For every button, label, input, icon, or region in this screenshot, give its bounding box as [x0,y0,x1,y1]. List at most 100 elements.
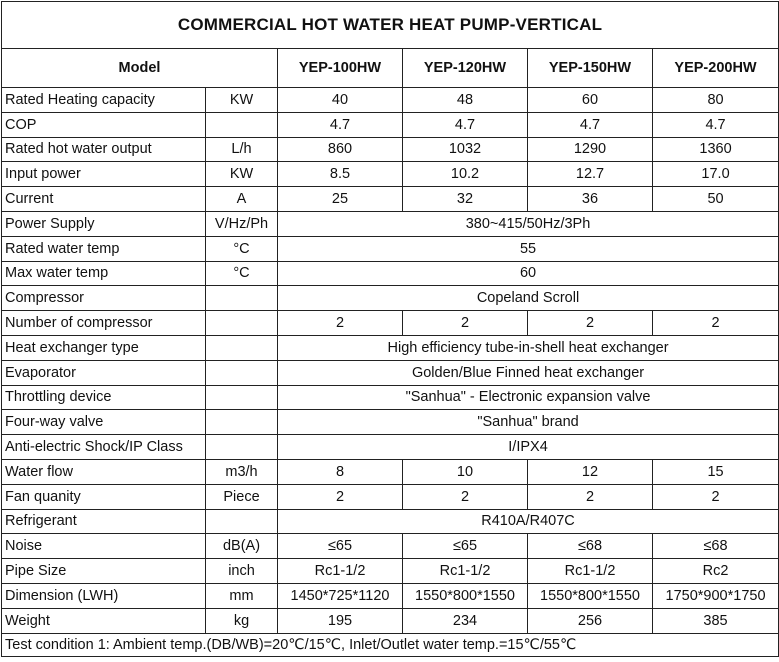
param-value: 40 [277,87,403,113]
table-row: Current A 25 32 36 50 [1,186,779,212]
param-name: Max water temp [1,260,206,287]
param-value: 8 [277,458,403,485]
param-value: ≤68 [651,533,779,560]
table-row: Rated water temp °C 55 [1,235,779,262]
param-unit: Piece [205,483,278,510]
table-row: Input power KW 8.5 10.2 12.7 17.0 [1,161,779,188]
param-value-shared: Golden/Blue Finned heat exchanger [276,359,779,386]
param-unit: °C [205,235,278,262]
model-label: Model [1,48,278,88]
param-value: 1450*725*1120 [277,582,403,609]
table-row: Four-way valve "Sanhua" brand [1,409,779,436]
param-value: 12 [527,458,653,485]
param-unit: KW [205,161,278,188]
param-value: 234 [402,607,528,634]
param-name: Water flow [1,458,206,485]
param-name: Current [1,186,206,212]
table-row: Rated hot water output L/h 860 1032 1290 1360 [1,136,779,163]
param-value: 860 [277,136,403,163]
param-unit: °C [205,260,278,287]
param-unit [205,508,278,535]
param-value: 2 [402,310,528,336]
param-value: 60 [527,87,653,113]
param-value: 256 [527,607,653,634]
footer-row: Test condition 1: Ambient temp.(DB/WB)=2… [0,632,779,657]
table-row: Throttling device "Sanhua" - Electronic e… [1,384,779,411]
param-name: Rated Heating capacity [1,87,206,113]
table-title: COMMERCIAL HOT WATER HEAT PUMP-VERTICAL [0,1,779,49]
model-header: YEP-150HW [527,48,653,88]
param-unit [205,334,278,361]
model-header: YEP-120HW [402,48,528,88]
param-value: ≤65 [277,533,403,560]
param-value: 36 [527,186,653,212]
table-row: Power Supply V/Hz/Ph 380~415/50Hz/3Ph [1,210,779,237]
param-value: 195 [277,607,403,634]
param-value-shared: "Sanhua" brand [276,409,779,436]
param-name: Four-way valve [1,409,206,436]
param-unit: kg [205,607,278,634]
param-value: 2 [651,483,779,510]
table-row: Noise dB(A) ≤65 ≤65 ≤68 ≤68 [1,533,779,560]
table-row: Pipe Size inch Rc1-1/2 Rc1-1/2 Rc1-1/2 Rc2 [1,558,779,584]
param-value-shared: High efficiency tube-in-shell heat excha… [276,334,779,361]
param-value: 1750*900*1750 [651,582,779,609]
param-value: 2 [277,483,403,510]
param-name: Noise [1,533,206,560]
param-unit: L/h [205,136,278,163]
param-value-shared: "Sanhua" - Electronic expansion valve [276,384,779,411]
param-unit: V/Hz/Ph [205,210,278,237]
param-name: Dimension (LWH) [1,582,206,609]
param-value: 2 [277,310,403,336]
param-value: ≤68 [527,533,653,560]
param-unit: m3/h [205,458,278,485]
param-name: Input power [1,161,206,188]
test-condition-note: Test condition 1: Ambient temp.(DB/WB)=2… [0,632,779,657]
table-row: Refrigerant R410A/R407C [1,508,779,535]
param-value: 2 [651,310,779,336]
param-unit [205,384,278,411]
param-value: 4.7 [277,111,403,138]
param-value: 48 [402,87,528,113]
table-row: Number of compressor 2 2 2 2 [1,310,779,336]
table-row: COP 4.7 4.7 4.7 4.7 [1,111,779,138]
param-name: Compressor [1,285,206,312]
param-value: 1032 [402,136,528,163]
param-value: 10 [402,458,528,485]
param-unit [205,434,278,460]
param-value-shared: Copeland Scroll [276,285,779,312]
param-value: 12.7 [527,161,653,188]
table-row: Water flow m3/h 8 10 12 15 [1,458,779,485]
table-row: Heat exchanger type High efficiency tube-… [1,334,779,361]
param-name: COP [1,111,206,138]
param-name: Weight [1,607,206,634]
param-name: Rated hot water output [1,136,206,163]
table-row: Fan quanity Piece 2 2 2 2 [1,483,779,510]
param-name: Throttling device [1,384,206,411]
param-unit: KW [205,87,278,113]
param-value: 1550*800*1550 [527,582,653,609]
param-value: 1290 [527,136,653,163]
param-name: Pipe Size [1,558,206,584]
param-value-shared: 55 [276,235,779,262]
param-value: 2 [527,483,653,510]
param-unit: mm [205,582,278,609]
header-row: Model YEP-100HW YEP-120HW YEP-150HW YEP-… [1,48,779,88]
param-name: Fan quanity [1,483,206,510]
param-value: 2 [527,310,653,336]
param-value: 4.7 [402,111,528,138]
table-row: Compressor Copeland Scroll [1,285,779,312]
param-value: 8.5 [277,161,403,188]
param-value: 15 [651,458,779,485]
param-value: 10.2 [402,161,528,188]
table-row: Anti-electric Shock/IP Class I/IPX4 [1,434,779,460]
param-name: Refrigerant [1,508,206,535]
param-value: 17.0 [651,161,779,188]
param-name: Number of compressor [1,310,206,336]
model-header: YEP-100HW [277,48,403,88]
param-name: Power Supply [1,210,206,237]
param-value: Rc1-1/2 [402,558,528,584]
param-unit [205,310,278,336]
param-unit: inch [205,558,278,584]
